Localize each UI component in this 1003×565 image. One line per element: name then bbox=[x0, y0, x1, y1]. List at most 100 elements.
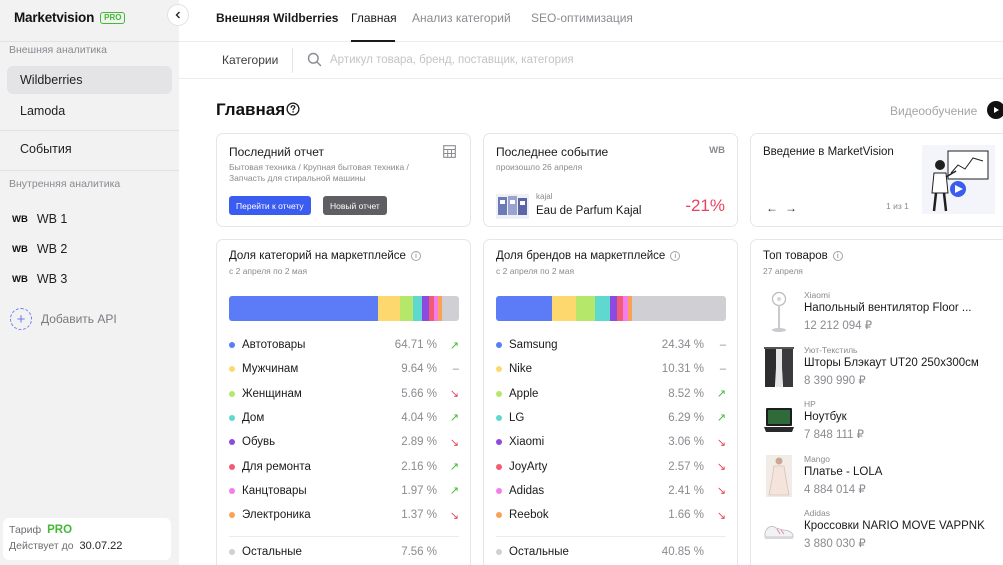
question-icon[interactable] bbox=[286, 102, 300, 116]
legend-dot bbox=[496, 439, 502, 446]
share-bar-segment[interactable] bbox=[622, 296, 629, 321]
product-row[interactable]: Уют-Текстиль Шторы Блэкаут UT20 250х300см… bbox=[763, 345, 1003, 391]
legend-row[interactable]: Adidas 2.41 % ↘ bbox=[496, 483, 726, 499]
legend-row[interactable]: Дом 4.04 % ↗ bbox=[229, 410, 459, 426]
account-label: WB 3 bbox=[36, 272, 68, 286]
search-icon bbox=[307, 52, 322, 67]
collapse-sidebar-button[interactable] bbox=[168, 5, 188, 25]
legend-row[interactable]: Apple 8.52 % ↗ bbox=[496, 386, 726, 402]
curtains-icon bbox=[763, 346, 795, 387]
share-bar-segment[interactable] bbox=[413, 296, 423, 321]
card-title: Последнее событие bbox=[496, 145, 609, 159]
table-icon[interactable] bbox=[443, 145, 456, 158]
search-input[interactable] bbox=[330, 51, 930, 69]
legend-row[interactable]: Reebok 1.66 % ↘ bbox=[496, 507, 726, 523]
legend-dot bbox=[496, 463, 502, 470]
last-event-card[interactable]: Последнее событие WB произошло 26 апреля… bbox=[483, 133, 738, 227]
share-bar-segment[interactable] bbox=[496, 296, 552, 321]
sidebar-item-lamoda[interactable]: Lamoda bbox=[7, 97, 172, 125]
legend-row[interactable]: Электроника 1.37 % ↘ bbox=[229, 507, 459, 523]
play-video-button[interactable] bbox=[987, 101, 1003, 119]
share-bar-segment[interactable] bbox=[575, 296, 596, 321]
intro-video-illustration[interactable] bbox=[922, 145, 995, 214]
share-bar-segment[interactable] bbox=[628, 296, 632, 321]
legend-percent: 1.37 % bbox=[401, 509, 437, 522]
sidebar-account-wb3[interactable]: WB WB 3 bbox=[12, 272, 67, 286]
legend-row[interactable]: LG 6.29 % ↗ bbox=[496, 410, 726, 426]
period-label: с 2 апреля по 2 мая bbox=[229, 266, 308, 276]
product-price: 7 848 111 ₽ bbox=[804, 429, 864, 441]
legend-row[interactable]: Канцтовары 1.97 % ↗ bbox=[229, 483, 459, 499]
share-bar-segment[interactable] bbox=[400, 296, 414, 321]
share-bar-segment[interactable] bbox=[632, 296, 726, 321]
event-brand: kajal bbox=[536, 192, 553, 201]
legend-dot bbox=[496, 512, 502, 519]
sidebar-item-events[interactable]: События bbox=[7, 135, 172, 163]
share-bar-segment[interactable] bbox=[616, 296, 623, 321]
share-bar-segment[interactable] bbox=[377, 296, 400, 321]
perfume-product-image bbox=[496, 194, 529, 219]
share-bar-segment[interactable] bbox=[438, 296, 442, 321]
legend-percent: 2.16 % bbox=[401, 460, 437, 473]
legend-name: Nike bbox=[509, 363, 533, 376]
legend-row[interactable]: Samsung 24.34 % – bbox=[496, 337, 726, 353]
legend-row[interactable]: Остальные 7.56 % bbox=[229, 544, 459, 560]
product-row[interactable]: HP Ноутбук 7 848 111 ₽ bbox=[763, 399, 1003, 445]
brand-logo[interactable]: Marketvision PRO bbox=[14, 10, 126, 25]
share-bar-segment[interactable] bbox=[422, 296, 429, 321]
sidebar-account-wb2[interactable]: WB WB 2 bbox=[12, 242, 67, 256]
sidebar-item-wildberries[interactable]: Wildberries bbox=[7, 66, 172, 94]
info-icon[interactable]: i bbox=[832, 251, 843, 261]
product-row[interactable]: Mango Платье - LOLA 4 884 014 ₽ bbox=[763, 454, 1003, 500]
legend-row[interactable]: JoyArty 2.57 % ↘ bbox=[496, 459, 726, 475]
video-tutorial-link[interactable]: Видеообучение bbox=[890, 104, 978, 118]
new-report-button[interactable]: Новый отчет bbox=[323, 196, 387, 215]
legend-row[interactable]: Мужчинам 9.64 % – bbox=[229, 361, 459, 377]
legend-percent: 24.34 % bbox=[661, 339, 704, 351]
product-row[interactable]: Adidas Кроссовки NARIO MOVE VAPPNK 3 880 0… bbox=[763, 508, 1003, 554]
tab-category-analysis[interactable]: Анализ категорий bbox=[412, 11, 511, 25]
share-bar-segment[interactable] bbox=[609, 296, 617, 321]
product-name: Ноутбук bbox=[804, 411, 847, 423]
intro-card: Введение в MarketVision ← → 1 из 1 bbox=[750, 133, 1003, 227]
legend-name: Xiaomi bbox=[509, 436, 545, 449]
sidebar-divider bbox=[0, 41, 179, 42]
share-bar-segment[interactable] bbox=[441, 296, 459, 321]
trend-up-icon: ↗ bbox=[716, 388, 726, 401]
tab-seo[interactable]: SEO-оптимизация bbox=[531, 11, 633, 25]
legend-dot bbox=[229, 512, 235, 519]
info-icon[interactable]: i bbox=[670, 251, 681, 261]
share-bar-segment[interactable] bbox=[595, 296, 610, 321]
add-api-button[interactable]: + Добавить API bbox=[10, 308, 117, 330]
legend-percent: 40.85 % bbox=[661, 546, 704, 558]
trend-down-icon: ↘ bbox=[716, 509, 726, 522]
arrow-right-icon[interactable]: → bbox=[785, 201, 797, 215]
legend-row[interactable]: Остальные 40.85 % bbox=[496, 544, 726, 560]
product-brand: Mango bbox=[804, 453, 830, 464]
share-bar-segment[interactable] bbox=[433, 296, 439, 321]
legend-row[interactable]: Женщинам 5.66 % ↘ bbox=[229, 386, 459, 402]
legend-row[interactable]: Обувь 2.89 % ↘ bbox=[229, 434, 459, 450]
top-products-card: Топ товаров i 27 апреля Xiaomi Напольный … bbox=[750, 239, 1003, 565]
go-to-report-button[interactable]: Перейти к отчету bbox=[229, 196, 311, 215]
legend-row[interactable]: Xiaomi 3.06 % ↘ bbox=[496, 434, 726, 450]
share-bar-segment[interactable] bbox=[428, 296, 434, 321]
sidebar: Marketvision PRO Внешняя аналитика Wildb… bbox=[0, 0, 179, 565]
legend-percent: 2.89 % bbox=[401, 436, 437, 449]
info-icon[interactable]: i bbox=[410, 251, 421, 261]
legend-row[interactable]: Автотовары 64.71 % ↗ bbox=[229, 337, 459, 353]
trend-down-icon: ↘ bbox=[449, 509, 459, 522]
share-bar-segment[interactable] bbox=[551, 296, 576, 321]
tab-external-wildberries[interactable]: Внешняя Wildberries bbox=[216, 11, 339, 25]
arrow-left-icon[interactable]: ← bbox=[766, 201, 778, 215]
tab-home[interactable]: Главная bbox=[351, 11, 397, 25]
legend-row[interactable]: Nike 10.31 % – bbox=[496, 361, 726, 377]
product-row[interactable]: Xiaomi Напольный вентилятор Floor ... 12 2… bbox=[763, 290, 1003, 336]
legend-row[interactable]: Для ремонта 2.16 % ↗ bbox=[229, 459, 459, 475]
sidebar-account-wb1[interactable]: WB WB 1 bbox=[12, 212, 67, 226]
categories-button[interactable]: Категории bbox=[222, 53, 279, 67]
active-tab-indicator bbox=[351, 40, 395, 42]
share-bar-segment[interactable] bbox=[229, 296, 378, 321]
account-label: WB 2 bbox=[36, 242, 68, 256]
legend-percent: 6.29 % bbox=[668, 411, 704, 424]
